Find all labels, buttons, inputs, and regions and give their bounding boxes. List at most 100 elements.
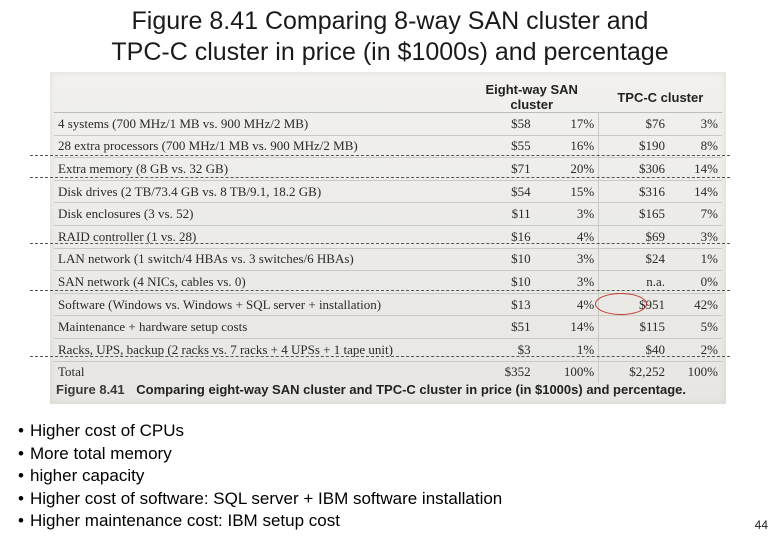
bullet-text: Higher cost of software: SQL server + IB…	[30, 488, 503, 508]
highlight-circle	[595, 292, 648, 315]
san-percent-cell: 15%	[534, 180, 600, 204]
tpc-cost-cell: $24	[598, 248, 670, 272]
table-row: Software (Windows vs. Windows + SQL serv…	[54, 292, 722, 317]
table-row: SAN network (4 NICs, cables vs. 0) $10 3% n…	[54, 270, 722, 294]
tpc-cost-cell: $69	[598, 225, 670, 249]
bullet-text: More total memory	[30, 443, 172, 463]
row-description: SAN network (4 NICs, cables vs. 0)	[54, 270, 465, 294]
san-percent-cell: 20%	[534, 157, 600, 181]
tpc-cost-cell: $115	[598, 315, 670, 339]
bullet-dot-icon: •	[18, 466, 24, 486]
row-description: Extra memory (8 GB vs. 32 GB)	[54, 157, 465, 181]
tpc-cost-cell: $165	[598, 202, 670, 226]
tpc-percent-cell: 100%	[687, 364, 718, 380]
cost-comparison-table: Eight-way SAN cluster TPC-C cluster 4 sy…	[54, 82, 722, 384]
tpc-percent-cell: 0%	[669, 270, 722, 294]
row-description: LAN network (1 switch/4 HBAs vs. 3 switc…	[54, 248, 465, 272]
san-percent-cell: 3%	[534, 202, 600, 226]
san-cost-cell: $58	[464, 112, 535, 136]
header-san-cluster: Eight-way SAN cluster	[485, 82, 578, 112]
page-number: 44	[754, 518, 768, 532]
dashed-separator	[30, 155, 730, 156]
tpc-cost-cell: $2,252	[629, 364, 666, 380]
san-cost-cell: $10	[464, 270, 535, 294]
bullet-list: • Higher cost of CPUs • More total memory • h…	[18, 420, 502, 533]
table-total-row: Total $352 100% $2,252 100%	[54, 361, 722, 384]
tpc-percent-cell: 14%	[669, 180, 722, 204]
tpc-cost-cell: $306	[598, 157, 670, 181]
bullet-dot-icon: •	[18, 511, 24, 531]
row-description: 28 extra processors (700 MHz/1 MB vs. 90…	[54, 135, 465, 159]
bullet-item: • More total memory	[18, 443, 502, 466]
table-row: Extra memory (8 GB vs. 32 GB) $71 20% $306 1…	[54, 157, 722, 181]
row-description: Software (Windows vs. Windows + SQL serv…	[54, 293, 465, 317]
tpc-percent-cell: 42%	[669, 293, 722, 317]
san-cost-cell: $10	[464, 248, 535, 272]
dashed-separator	[30, 290, 730, 291]
table-row: Racks, UPS, backup (2 racks vs. 7 racks …	[54, 338, 722, 362]
san-cost-cell: $71	[464, 157, 535, 181]
scanned-table-figure: Eight-way SAN cluster TPC-C cluster 4 sy…	[50, 72, 726, 404]
tpc-cost-cell: $76	[598, 112, 670, 136]
san-cost-cell: $13	[464, 293, 535, 317]
bullet-item: • Higher cost of CPUs	[18, 420, 502, 443]
table-row: LAN network (1 switch/4 HBAs vs. 3 switc…	[54, 248, 722, 272]
san-percent-cell: 3%	[534, 270, 600, 294]
row-description: Maintenance + hardware setup costs	[54, 315, 465, 339]
san-percent-cell: 14%	[534, 315, 600, 339]
san-cost-cell: $16	[464, 225, 535, 249]
row-description: RAID controller (1 vs. 28)	[54, 225, 465, 249]
table-row: RAID controller (1 vs. 28) $16 4% $69 3%	[54, 225, 722, 249]
san-percent-cell: 3%	[534, 248, 600, 272]
bullet-dot-icon: •	[18, 421, 24, 440]
tpc-percent-cell: 14%	[669, 157, 722, 181]
tpc-cost-cell: $40	[598, 338, 670, 362]
san-percent-cell: 17%	[534, 112, 600, 136]
tpc-percent-cell: 3%	[669, 225, 722, 249]
tpc-percent-cell: 8%	[669, 135, 722, 159]
slide-title-line-2: TPC-C cluster in price (in $1000s) and p…	[111, 38, 669, 66]
bullet-dot-icon: •	[18, 488, 24, 508]
san-percent-cell: 4%	[534, 225, 600, 249]
tpc-cost-cell: $190	[598, 135, 670, 159]
table-row: 4 systems (700 MHz/1 MB vs. 900 MHz/2 MB…	[54, 112, 722, 136]
bullet-text: higher capacity	[30, 466, 145, 486]
san-percent-cell: 16%	[534, 135, 600, 159]
tpc-percent-cell: 5%	[669, 315, 722, 339]
tpc-cost-cell: $951	[595, 292, 670, 317]
bullet-text: Higher cost of CPUs	[30, 421, 184, 440]
table-row: Maintenance + hardware setup costs $51 14%…	[54, 315, 722, 339]
bullet-item: • Higher cost of software: SQL server + I…	[18, 488, 502, 511]
bullet-text: Higher maintenance cost: IBM setup cost	[30, 511, 340, 531]
slide-title: Figure 8.41 Comparing 8-way SAN cluster …	[0, 6, 780, 68]
san-cost-cell: $55	[464, 135, 535, 159]
table-row: 28 extra processors (700 MHz/1 MB vs. 90…	[54, 135, 722, 159]
san-percent-cell: 100%	[534, 361, 600, 384]
tpc-percent-cell: 2%	[669, 338, 722, 362]
tpc-percent-cell: 3%	[669, 112, 722, 136]
table-header-row: Eight-way SAN cluster TPC-C cluster	[54, 82, 722, 113]
tpc-cost-cell: n.a.	[598, 270, 670, 294]
bullet-item: • higher capacity	[18, 465, 502, 488]
table-row: Disk drives (2 TB/73.4 GB vs. 8 TB/9.1, …	[54, 180, 722, 204]
table-row: Disk enclosures (3 vs. 52) $11 3% $165 7%	[54, 202, 722, 226]
table-body: 4 systems (700 MHz/1 MB vs. 900 MHz/2 MB…	[54, 112, 722, 384]
bullet-item: • Higher maintenance cost: IBM setup cost	[18, 510, 502, 533]
dashed-separator	[30, 356, 730, 357]
san-cost-cell: $352	[504, 364, 531, 380]
san-cost-cell: $51	[464, 315, 535, 339]
row-description: Total	[58, 364, 85, 380]
header-tpc-cluster: TPC-C cluster	[617, 89, 704, 105]
tpc-percent-cell: 7%	[669, 202, 722, 226]
bullet-dot-icon: •	[18, 443, 24, 463]
caption-text: Comparing eight-way SAN cluster and TPC-…	[136, 382, 687, 397]
san-percent-cell: 1%	[534, 338, 600, 362]
dashed-separator	[30, 177, 730, 178]
slide-title-line-1: Figure 8.41 Comparing 8-way SAN cluster …	[131, 7, 649, 35]
tpc-percent-cell: 1%	[669, 248, 722, 272]
row-description: 4 systems (700 MHz/1 MB vs. 900 MHz/2 MB…	[54, 112, 465, 136]
row-description: Racks, UPS, backup (2 racks vs. 7 racks …	[54, 338, 465, 362]
tpc-cost-cell: $316	[598, 180, 670, 204]
dashed-separator	[30, 243, 730, 244]
san-cost-cell: $54	[464, 180, 535, 204]
